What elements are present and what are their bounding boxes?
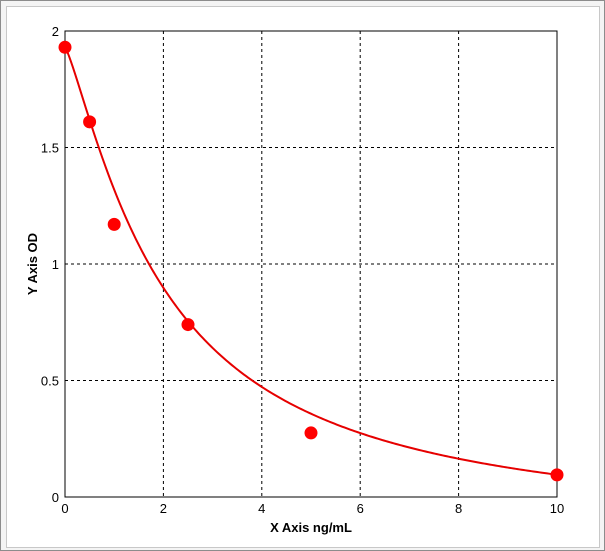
data-point [304,426,318,440]
data-point [107,217,121,231]
fit-curve [64,46,558,476]
x-axis-title: X Axis ng/mL [270,520,352,535]
y-axis-title: Y Axis OD [25,233,40,295]
x-tick-label: 10 [550,501,564,516]
x-tick-label: 4 [258,501,265,516]
chart-panel [6,6,600,548]
x-axis-ticks: 0 2 4 6 8 10 [61,501,564,516]
y-tick-label: 1 [52,257,59,272]
y-tick-label: 0 [52,490,59,505]
data-point [83,115,97,129]
y-tick-label: 1.5 [41,141,59,156]
data-point [58,40,72,54]
y-tick-label: 0.5 [41,374,59,389]
y-axis-ticks: 0 0.5 1 1.5 2 [41,24,59,505]
data-point [181,318,195,332]
x-tick-label: 0 [61,501,68,516]
data-point [550,468,564,482]
x-tick-label: 8 [455,501,462,516]
grid [65,31,557,497]
plot-area [64,30,558,498]
x-tick-label: 6 [357,501,364,516]
y-tick-label: 2 [52,24,59,39]
data-points [58,40,564,482]
x-tick-label: 2 [160,501,167,516]
